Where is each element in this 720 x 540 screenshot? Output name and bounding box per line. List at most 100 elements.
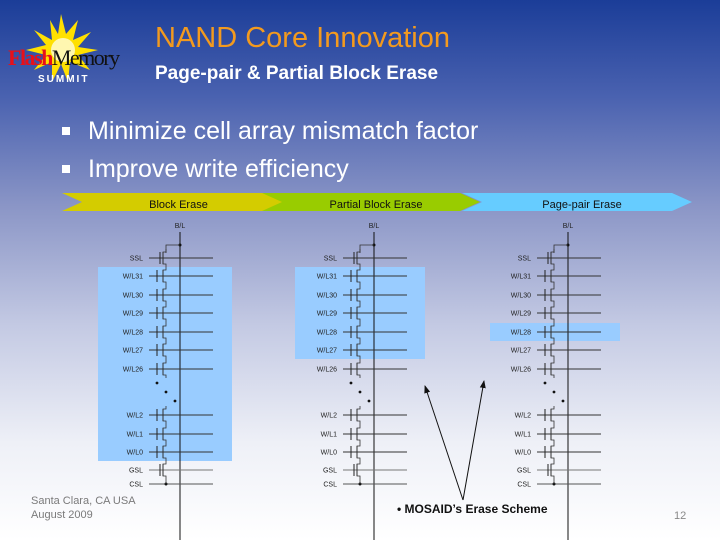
ellipsis-dot xyxy=(173,399,177,403)
page-number: 12 xyxy=(674,510,687,522)
bullet-item: Improve write efficiency xyxy=(62,150,478,188)
row-label: W/L29 xyxy=(123,311,143,318)
flash-memory-summit-logo xyxy=(26,14,98,82)
row-label: GSL xyxy=(517,468,531,475)
transistor-icon xyxy=(550,425,555,443)
row-label: W/L30 xyxy=(317,293,337,300)
nand-string-column-1: B/L SSL W/L31 W/L30 W/L29 W/L28 W/L27 W/L26 W/L2… xyxy=(98,223,232,540)
logo-memory: Memory xyxy=(51,45,120,70)
transistor-icon xyxy=(356,443,361,461)
transistor-icon xyxy=(162,406,167,424)
row-label: W/L28 xyxy=(511,330,531,337)
row-label: W/L29 xyxy=(317,311,337,318)
transistor-icon xyxy=(550,323,555,341)
bitline-label: B/L xyxy=(175,223,186,230)
transistor-icon xyxy=(356,304,361,322)
arrow-to-partial-block xyxy=(424,385,464,501)
transistor-icon xyxy=(550,406,555,424)
ellipsis-dot xyxy=(349,381,353,385)
bitline-contact xyxy=(553,244,568,253)
chevron-label: Page-pair Erase xyxy=(542,199,622,211)
row-label: GSL xyxy=(129,468,143,475)
row-label: GSL xyxy=(323,468,337,475)
row-label: W/L0 xyxy=(515,450,531,457)
row-label: W/L2 xyxy=(127,413,143,420)
row-label: W/L28 xyxy=(123,330,143,337)
ellipsis-dot xyxy=(367,399,371,403)
square-bullet-icon xyxy=(62,127,70,135)
transistor-icon xyxy=(356,406,361,424)
logo-flash: Flash xyxy=(8,45,53,70)
chevron-1 xyxy=(62,193,285,211)
transistor-icon xyxy=(356,360,361,378)
row-label: SSL xyxy=(518,256,531,263)
row-label: W/L26 xyxy=(123,367,143,374)
transistor-icon xyxy=(162,286,167,304)
row-label: W/L1 xyxy=(515,432,531,439)
transistor-icon xyxy=(356,323,361,341)
starburst-center xyxy=(51,38,75,62)
ellipsis-dot xyxy=(561,399,565,403)
row-label: W/L26 xyxy=(511,367,531,374)
note-text: MOSAID’s Erase Scheme xyxy=(404,502,548,516)
ellipsis-dot xyxy=(164,390,168,394)
logo-text: FlashMemory xyxy=(8,45,120,71)
transistor-icon xyxy=(550,286,555,304)
transistor-icon xyxy=(162,267,167,285)
transistor-icon xyxy=(356,267,361,285)
row-label: W/L0 xyxy=(321,450,337,457)
chevron-3 xyxy=(462,193,692,211)
transistor-icon xyxy=(550,360,555,378)
nand-string-column-2: B/L SSL W/L31 W/L30 W/L29 W/L28 W/L27 W/L26 W/L2… xyxy=(295,223,425,540)
chevron-label: Partial Block Erase xyxy=(330,199,423,211)
arrow-to-page-pair xyxy=(462,380,486,501)
row-label: W/L1 xyxy=(321,432,337,439)
ellipsis-dot xyxy=(543,381,547,385)
transistor-icon xyxy=(162,249,167,267)
square-bullet-icon xyxy=(62,165,70,173)
transistor-icon xyxy=(162,304,167,322)
ellipsis-dot xyxy=(155,381,159,385)
transistor-icon xyxy=(162,443,167,461)
row-label: W/L26 xyxy=(317,367,337,374)
row-label: W/L28 xyxy=(317,330,337,337)
row-label: W/L1 xyxy=(127,432,143,439)
transistor-icon xyxy=(550,304,555,322)
row-label: W/L2 xyxy=(515,413,531,420)
bullet-list: Minimize cell array mismatch factor Impr… xyxy=(62,112,478,188)
transistor-icon xyxy=(550,249,555,267)
footer-date: August 2009 xyxy=(31,509,93,521)
transistor-icon xyxy=(356,341,361,359)
ellipsis-dot xyxy=(552,390,556,394)
row-label: CSL xyxy=(323,482,337,489)
transistor-icon xyxy=(550,461,555,479)
erase-highlight xyxy=(98,267,232,461)
bitline-label: B/L xyxy=(563,223,574,230)
transistor-icon xyxy=(356,286,361,304)
row-label: CSL xyxy=(129,482,143,489)
chevron-label: Block Erase xyxy=(149,199,208,211)
transistor-icon xyxy=(162,341,167,359)
transistor-icon xyxy=(356,461,361,479)
row-label: W/L31 xyxy=(123,274,143,281)
row-label: W/L30 xyxy=(511,293,531,300)
bitline-label: B/L xyxy=(369,223,380,230)
row-label: W/L30 xyxy=(123,293,143,300)
transistor-icon xyxy=(162,360,167,378)
transistor-icon xyxy=(550,443,555,461)
transistor-icon xyxy=(356,249,361,267)
bitline-contact xyxy=(359,244,374,253)
footer-info: Santa Clara, CA USA August 2009 xyxy=(31,494,136,522)
row-label: SSL xyxy=(130,256,143,263)
bullet-item: Minimize cell array mismatch factor xyxy=(62,112,478,150)
transistor-icon xyxy=(162,323,167,341)
transistor-icon xyxy=(162,425,167,443)
row-label: W/L31 xyxy=(317,274,337,281)
row-label: W/L27 xyxy=(511,348,531,355)
transistor-icon xyxy=(550,267,555,285)
page-subtitle: Page-pair & Partial Block Erase xyxy=(155,63,439,84)
page-title: NAND Core Innovation xyxy=(155,22,450,54)
row-label: W/L0 xyxy=(127,450,143,457)
bitline-contact xyxy=(165,244,180,253)
